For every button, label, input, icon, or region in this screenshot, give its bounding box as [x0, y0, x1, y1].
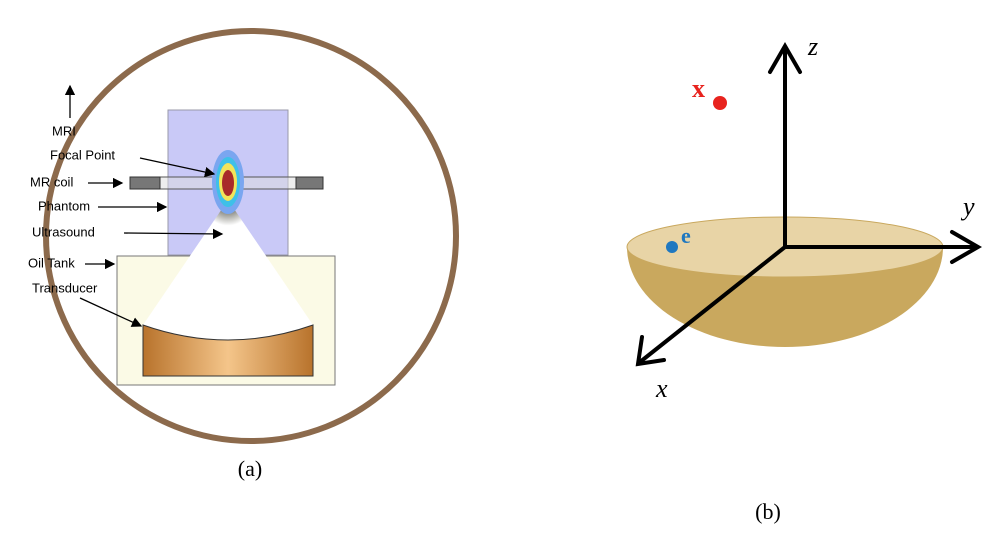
transducer — [142, 324, 314, 377]
axes — [635, 41, 983, 367]
caption: (b) — [755, 499, 781, 524]
label: Oil Tank — [28, 255, 75, 270]
point-label: x — [692, 74, 705, 103]
label: MRI — [52, 123, 76, 138]
coil-end — [295, 176, 324, 190]
ultrasound — [143, 200, 313, 340]
arrow — [123, 228, 224, 240]
arrow — [79, 297, 143, 327]
focal-point — [212, 150, 244, 214]
point-e — [666, 241, 678, 253]
caption: (a) — [238, 456, 262, 481]
point-x — [713, 96, 727, 110]
arrow — [139, 157, 216, 178]
panel-a: MRI Focal Point MR coil Phantom Ultrasou… — [28, 28, 459, 481]
point-label: e — [681, 223, 691, 248]
label: Transducer — [32, 280, 98, 295]
axis-label: x — [655, 374, 668, 403]
label: Focal Point — [50, 147, 115, 162]
axis-label: z — [807, 32, 818, 61]
label: MR coil — [30, 174, 73, 189]
panel-b: z y x x e (b) — [626, 32, 983, 524]
axis-label: y — [960, 192, 975, 221]
coil-end — [129, 176, 161, 190]
label: Ultrasound — [32, 224, 95, 239]
label: Phantom — [38, 198, 90, 213]
